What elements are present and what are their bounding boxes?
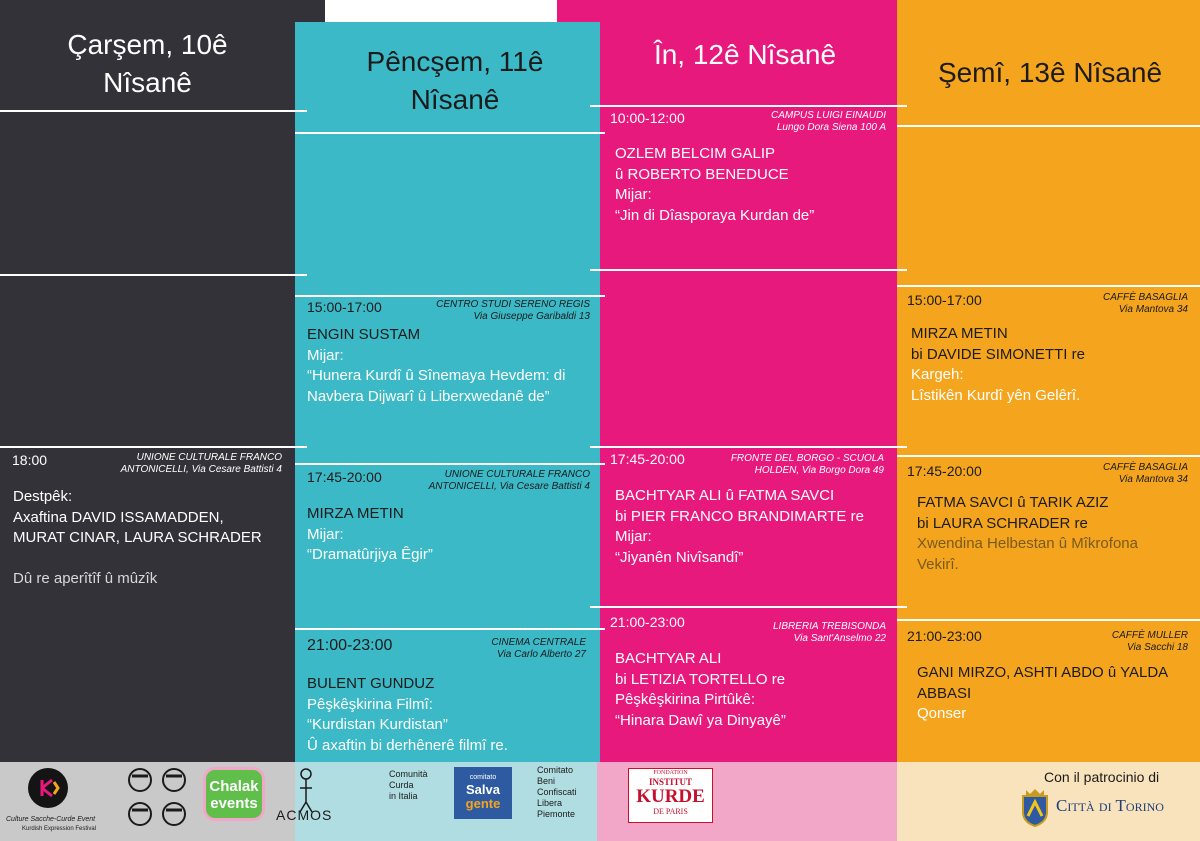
beni-confiscati-logo: Comitato Beni Confiscati Libera Piemonte (537, 765, 577, 819)
event-time: 18:00 (12, 452, 48, 468)
event-details: BACHTYAR ALI bi LETIZIA TORTELLO re Pêşk… (615, 650, 786, 729)
divider (897, 125, 1200, 127)
event-time: 17:45-20:00 (610, 451, 685, 467)
event-details: ENGIN SUSTAM Mijar: “Hunera Kurdî û Sîne… (307, 326, 566, 405)
event-venue: LIBRERIA TREBISONDA Via Sant'Anselmo 22 (773, 621, 886, 644)
day3-title: În, 12ê Nîsanê (653, 39, 837, 70)
day2-column (295, 22, 600, 762)
event-venue: CAMPUS LUIGI EINAUDI Lungo Dora Siena 100… (770, 110, 886, 133)
event-time: 15:00-17:00 (307, 299, 382, 315)
day4-title: Şemî, 13ê Nîsanê (937, 57, 1163, 88)
event-details: OZLEM BELCIM GALIP û ROBERTO BENEDUCE Mi… (615, 145, 815, 224)
event-venue: CAFFÈ BASAGLIA Via Mantova 34 (1102, 292, 1188, 315)
event-details: GANI MIRZO, ASHTI ABDO û YALDA ABBASI Qo… (917, 664, 1169, 722)
event-venue: CAFFÈ BASAGLIA Via Mantova 34 (1102, 462, 1188, 485)
sponsor-strip: Culture Sacche-Curde Event Kurdish Expre… (0, 762, 1200, 841)
day1-title: Çarşem, 10ê Nîsanê (67, 29, 228, 98)
event-time: 10:00-12:00 (610, 110, 685, 126)
event-time: 21:00-23:00 (907, 628, 982, 644)
divider (295, 132, 605, 134)
acmos-figure-icon (299, 768, 313, 813)
divider (295, 463, 605, 465)
event-details: BACHTYAR ALI û FATMA SAVCI bi PIER FRANC… (615, 487, 864, 566)
divider (0, 274, 307, 276)
divider (897, 455, 1200, 457)
event-time: 17:45-20:00 (907, 463, 982, 479)
divider (295, 628, 605, 630)
event-details: MIRZA METIN bi DAVIDE SIMONETTI re Karge… (911, 325, 1085, 404)
event-venue: CENTRO STUDI SERENO REGIS Via Giuseppe Ga… (436, 299, 590, 322)
acmos-logo: ACMOS (276, 807, 333, 823)
divider (295, 295, 605, 297)
divider (0, 110, 307, 112)
event-venue: CINEMA CENTRALE Via Carlo Alberto 27 (491, 637, 586, 660)
divider (0, 446, 307, 448)
day3-column (557, 0, 897, 762)
chalak-events-logo: Chalak events (203, 767, 265, 821)
divider (897, 619, 1200, 621)
festival-mark-icon (40, 778, 60, 798)
citta-di-torino-logo: Città di Torino (1056, 796, 1164, 815)
divider (590, 446, 907, 448)
salva-gente-logo: comitato Salva gente (454, 767, 512, 819)
faces-logo (128, 768, 186, 826)
festival-name: Culture Sacche-Curde Event (6, 816, 96, 823)
festival-subtitle: Kurdish Expression Festival (22, 826, 97, 832)
event-details: Destpêk: Axaftina DAVID ISSAMADDEN, MURA… (13, 488, 262, 587)
divider (590, 269, 907, 271)
event-time: 15:00-17:00 (907, 292, 982, 308)
event-details: BULENT GUNDUZ Pêşkêşkirina Filmî: “Kurdi… (307, 675, 508, 754)
event-venue: UNIONE CULTURALE FRANCO ANTONICELLI, Via … (120, 452, 282, 475)
day1-column (0, 0, 325, 762)
patrocinio-text: Con il patrocinio di (1044, 769, 1160, 785)
event-venue: CAFFÈ MULLER Via Sacchi 18 (1111, 630, 1188, 653)
event-time: 17:45-20:00 (307, 469, 382, 485)
event-venue: UNIONE CULTURALE FRANCO ANTONICELLI, Via … (428, 469, 590, 492)
divider (897, 285, 1200, 287)
event-details: MIRZA METIN Mijar: “Dramatûrjiya Êgir” (307, 505, 433, 563)
event-time: 21:00-23:00 (610, 614, 685, 630)
event-venue: FRONTE DEL BORGO - SCUOLA HOLDEN, Via Bor… (730, 453, 884, 476)
comunita-curda-logo: Comunità Curda in Italia (389, 769, 428, 801)
day2-title: Pêncşem, 11ê Nîsanê (366, 46, 544, 115)
event-details: FATMA SAVCI û TARIK AZIZ bi LAURA SCHRAD… (917, 494, 1138, 573)
day4-column (897, 0, 1200, 762)
kurdish-festival-logo (28, 768, 68, 808)
institut-kurde-logo: FONDATION INSTITUT KURDE DE PARIS (628, 768, 713, 823)
torino-coat-of-arms-icon (1022, 789, 1048, 828)
event-time: 21:00-23:00 (307, 637, 393, 654)
divider (590, 105, 907, 107)
divider (590, 606, 907, 608)
